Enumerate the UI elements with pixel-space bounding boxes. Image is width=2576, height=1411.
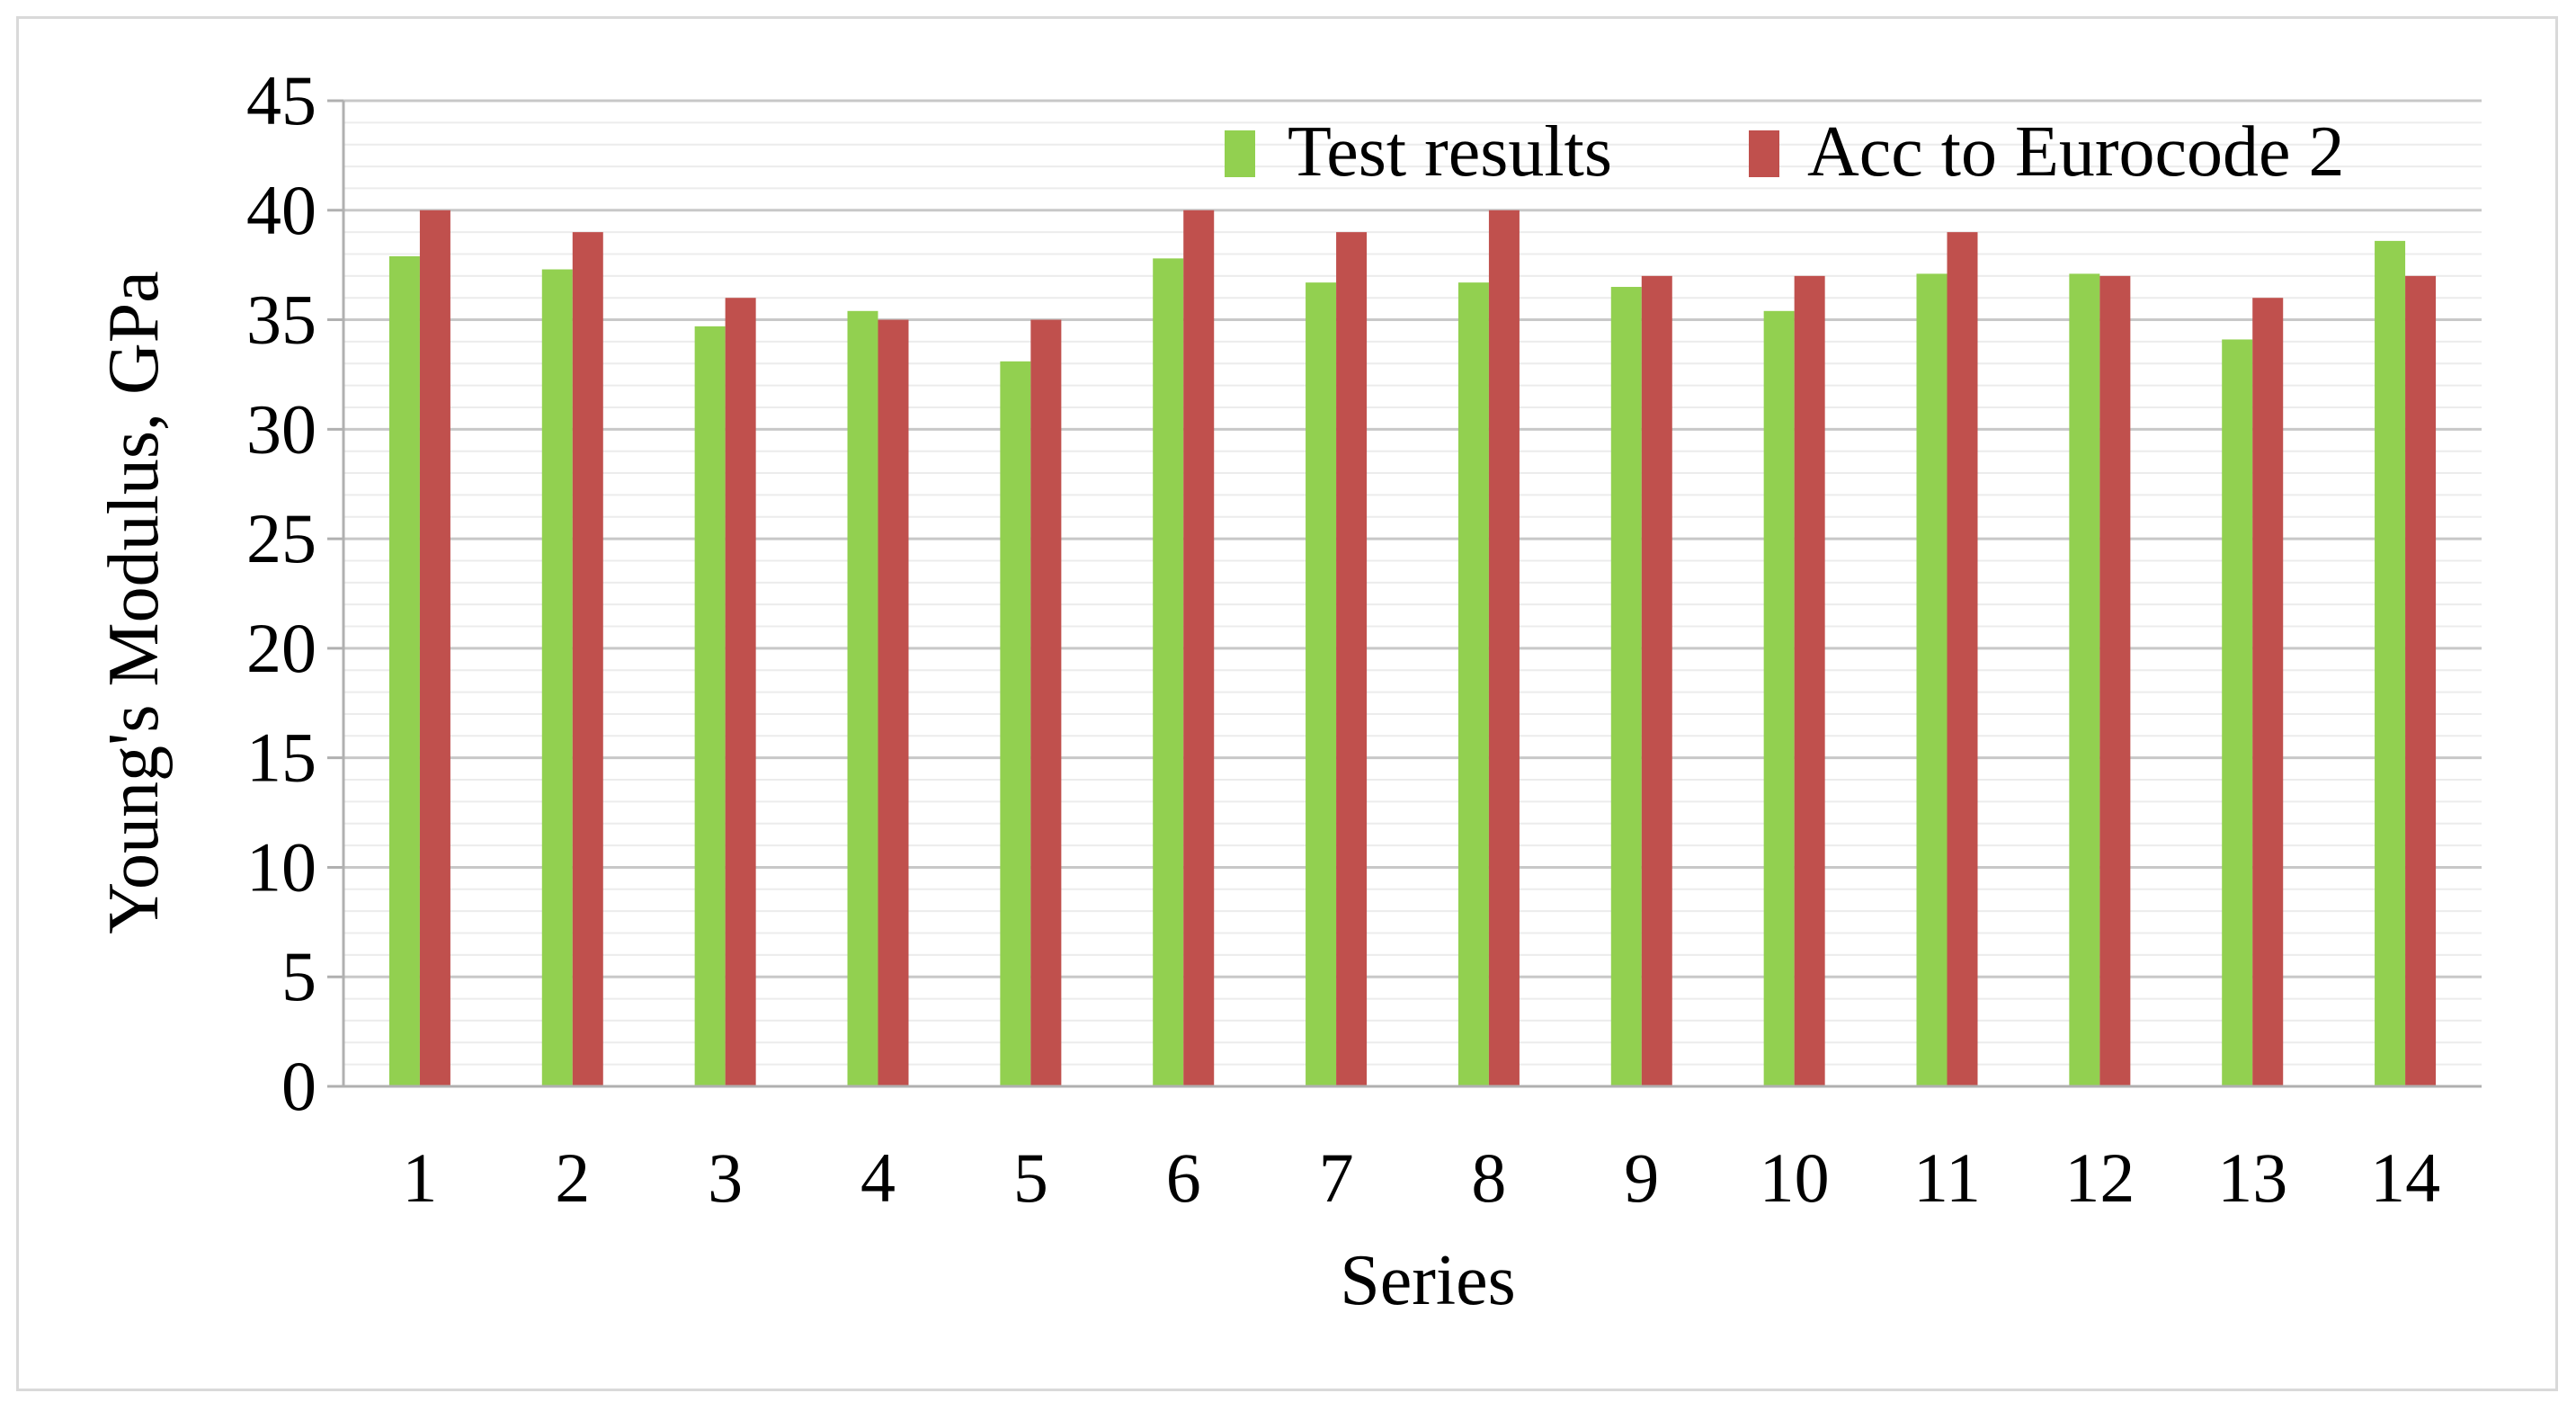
bar-eurocode-2 [2405,275,2437,1086]
bar-eurocode-2 [1947,232,1978,1087]
x-tick-label: 9 [1624,1139,1659,1217]
bar-eurocode-2 [2252,298,2284,1086]
legend-swatch-eurocode-2 [1749,130,1779,177]
y-tick-label: 30 [246,389,316,468]
legend-swatch-test-results [1225,130,1255,177]
x-tick-label: 14 [2370,1139,2440,1217]
x-tick-label: 4 [860,1139,896,1217]
bar-test-results [1610,287,1642,1086]
bars [388,210,2437,1087]
x-tick-label: 11 [1913,1139,1981,1217]
bar-test-results [541,269,573,1086]
bar-eurocode-2 [419,210,450,1086]
y-tick-label: 35 [246,281,316,359]
y-tick-label: 15 [246,719,316,797]
y-tick-label: 0 [281,1047,316,1125]
bar-eurocode-2 [725,298,756,1086]
bar-test-results [1153,258,1184,1086]
x-tick-label: 5 [1013,1139,1048,1217]
y-tick-label: 25 [246,499,316,577]
legend-label-test-results: Test results [1288,112,1612,192]
bar-test-results [2375,240,2406,1086]
bar-eurocode-2 [1183,210,1215,1086]
bar-test-results [2069,273,2100,1086]
x-tick-label: 8 [1471,1139,1506,1217]
x-tick-label: 10 [1760,1139,1830,1217]
bar-eurocode-2 [1336,232,1368,1087]
bar-test-results [2222,339,2253,1086]
bar-eurocode-2 [2099,275,2131,1086]
y-tick-label: 45 [246,61,316,139]
y-tick-label: 10 [246,827,316,906]
bar-test-results [1457,282,1489,1086]
bar-test-results [847,310,878,1086]
legend-label-eurocode-2: Acc to Eurocode 2 [1807,112,2345,192]
y-tick-label: 20 [246,609,316,687]
bar-test-results [388,255,420,1086]
legend: Test results Acc to Eurocode 2 [1225,112,2345,192]
x-axis-title: Series [1340,1241,1516,1320]
y-axis-title: Young's Modulus, GPa [94,271,174,934]
bar-eurocode-2 [1794,275,1825,1086]
y-tick-label: 40 [246,171,316,249]
bar-eurocode-2 [1641,275,1672,1086]
bar-test-results [1763,310,1795,1086]
x-tick-label: 1 [402,1139,437,1217]
x-tick-label: 2 [555,1139,590,1217]
x-tick-label: 3 [708,1139,743,1217]
x-tick-label: 7 [1319,1139,1354,1217]
bar-test-results [1000,361,1031,1086]
y-tick-label: 5 [281,937,316,1015]
gridlines [343,99,2482,1066]
bar-test-results [1306,282,1337,1086]
bar-eurocode-2 [1030,319,1062,1086]
x-tick-label: 13 [2217,1139,2287,1217]
x-tick-label: 6 [1166,1139,1201,1217]
x-tick-label: 12 [2064,1139,2135,1217]
bar-eurocode-2 [1488,210,1520,1086]
bar-eurocode-2 [878,319,909,1086]
bar-eurocode-2 [572,232,603,1087]
bar-test-results [1916,273,1948,1086]
bar-test-results [694,326,726,1087]
axes [327,99,2482,1088]
